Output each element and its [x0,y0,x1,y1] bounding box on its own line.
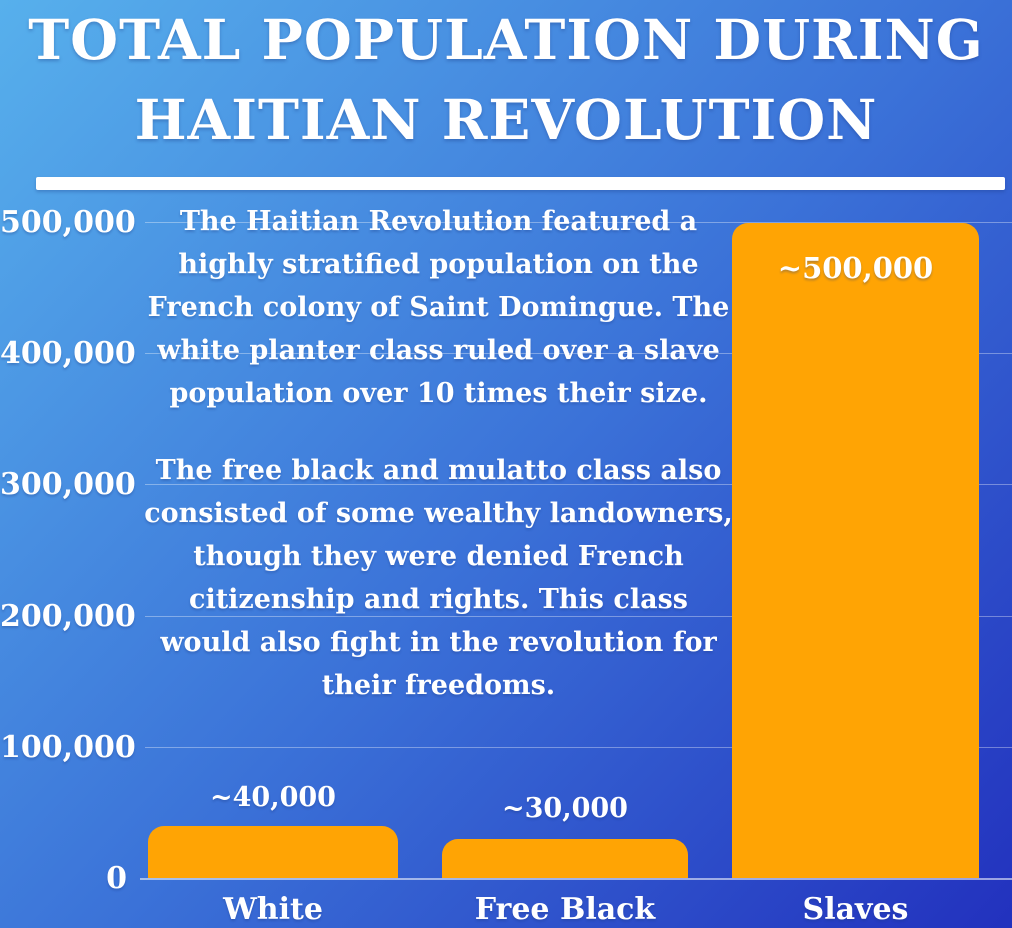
y-axis-label-400000: 400,000 [0,336,136,371]
x-axis-baseline [140,878,1012,880]
gridline-500000 [145,222,1012,223]
annotation-paragraph-2: The free black and mulatto class also co… [144,455,733,701]
y-axis-label-200000: 200,000 [0,599,136,634]
bar-value-label-white: ~40,000 [210,782,336,813]
gridline-200000 [145,616,1012,617]
y-axis-label-500000: 500,000 [0,205,136,240]
x-axis-label-white: White [223,892,323,927]
bar-white [148,826,398,878]
x-axis-label-free-black: Free Black [474,892,656,927]
x-axis-label-slaves: Slaves [802,892,909,927]
gridline-100000 [145,747,1012,748]
gridline-400000 [145,353,1012,354]
page-title-line-2: HAITIAN REVOLUTION [134,87,878,152]
y-axis-label-100000: 100,000 [0,730,136,765]
annotation-paragraph-1: The Haitian Revolution featured a highly… [147,206,730,409]
bar-slaves [732,223,979,878]
bar-value-label-slaves: ~500,000 [777,251,934,285]
gridline-300000 [145,484,1012,485]
bar-value-label-free-black: ~30,000 [502,793,628,824]
y-axis-label-300000: 300,000 [0,467,136,502]
bar-free-black [442,839,688,878]
title-divider [36,177,1005,190]
page-title-line-1: TOTAL POPULATION DURING [28,7,984,72]
y-axis-label-0: 0 [106,861,127,896]
